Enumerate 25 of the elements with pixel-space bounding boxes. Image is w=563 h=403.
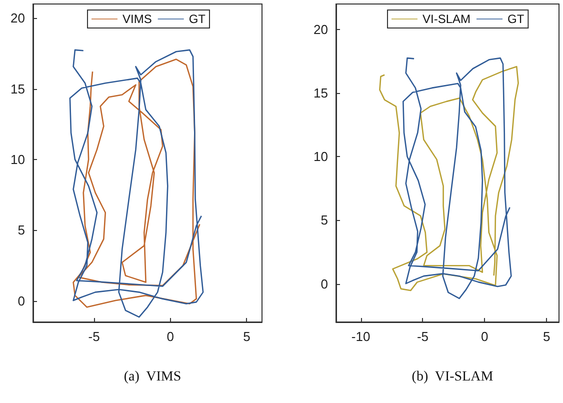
y-tick-label: 10: [10, 152, 25, 167]
y-tick-label: 10: [314, 149, 328, 164]
x-tick-label: 0: [481, 329, 488, 344]
y-tick-label: 5: [320, 212, 328, 228]
x-tick-label: -10: [351, 329, 370, 344]
legend-label: GT: [508, 12, 525, 26]
legend-label: VIMS: [122, 12, 152, 26]
y-tick-label: 20: [10, 10, 25, 26]
x-tick-label: 5: [542, 329, 550, 344]
y-tick-label: 20: [314, 22, 328, 37]
legend-label: VI-SLAM: [422, 12, 471, 26]
text: (a) VIMS: [124, 370, 182, 384]
x-tick-label: -5: [88, 329, 100, 344]
y-tick-label: 15: [10, 81, 25, 96]
line-series: [402, 57, 512, 300]
legend-label: GT: [188, 12, 206, 26]
x-tick-label: -5: [416, 329, 429, 344]
y-tick-label: 0: [18, 293, 25, 308]
x-tick-label: 0: [166, 329, 174, 344]
y-tick-label: 5: [18, 222, 25, 238]
text: (b) VI-SLAM: [412, 370, 494, 384]
y-tick-label: 15: [314, 86, 328, 101]
y-tick-label: 0: [320, 276, 328, 292]
x-tick-label: 5: [243, 329, 250, 344]
line-series: [379, 66, 519, 292]
